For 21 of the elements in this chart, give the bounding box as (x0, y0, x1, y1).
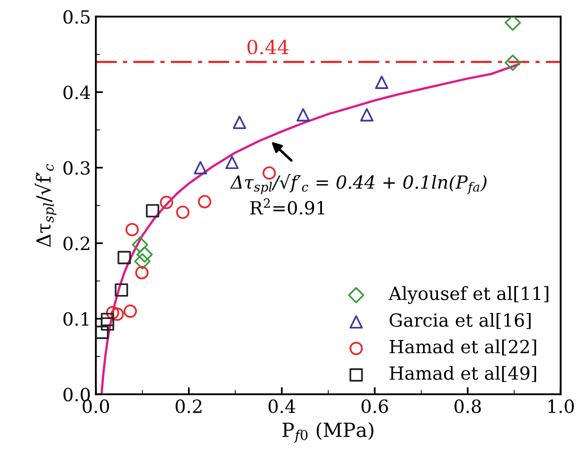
legend-label: Garcia et al[16] (390, 312, 531, 330)
annotation: R$^{2}$=0.91 (250, 198, 324, 215)
y-tick-label: 0.0 (63, 388, 90, 402)
y-tick-label: 0.3 (63, 161, 90, 175)
y-tick-label: 0.4 (63, 86, 90, 100)
x-tick-label: 0.8 (454, 399, 481, 414)
x-tick-label: 0.2 (176, 399, 202, 414)
x-axis-title: P$_{f0}$ (MPa) (282, 422, 374, 443)
annotation: Δτ$_{spl}$/√f′$_{c}$ = 0.44 + 0.1ln(P$_{fa}$) (230, 174, 486, 194)
legend-label: Hamad et al[49] (390, 366, 536, 382)
legend-label: Hamad et al[22] (390, 339, 536, 356)
x-tick-label: 0.6 (362, 399, 388, 414)
y-tick-label: 0.2 (63, 236, 90, 250)
ref-line-label: 0.44 (247, 40, 289, 54)
y-axis-title: Δτ$_{spl}$/√f′$_{c}$ (34, 164, 56, 247)
x-tick-label: 1.0 (548, 399, 574, 414)
y-tick-label: 0.5 (63, 10, 90, 24)
y-tick-label: 0.1 (63, 312, 88, 326)
x-tick-label: 0.0 (82, 399, 110, 414)
x-tick-label: 0.4 (268, 399, 296, 414)
legend-label: Alyousef et al[11] (388, 286, 548, 304)
